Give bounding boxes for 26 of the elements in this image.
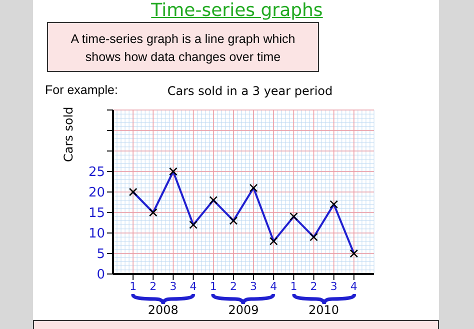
- x-tick-label: 2: [150, 280, 157, 293]
- x-tick-label: 4: [270, 280, 278, 293]
- chart-title: Cars sold in a 3 year period: [166, 84, 334, 98]
- x-tick-label: 4: [350, 280, 358, 293]
- y-tick-label: 25: [88, 165, 105, 180]
- text: Time-series graphs: [150, 0, 324, 21]
- text: 2008: [146, 303, 180, 317]
- x-tick-label: 3: [170, 280, 177, 293]
- x-tick-label: 2: [230, 280, 237, 293]
- text: 2009: [227, 303, 260, 317]
- x-tick-label: 4: [190, 280, 197, 293]
- text: A time-series graph is a line graph which shows how data changes over time: [47, 22, 319, 72]
- x-tick-label: 1: [130, 280, 137, 293]
- x-tick-label: 1: [290, 280, 298, 293]
- y-axis-title: Cars sold: [61, 106, 76, 162]
- x-tick-label: 3: [250, 280, 258, 293]
- y-tick-label: 20: [88, 186, 105, 201]
- y-tick-label: 0: [96, 268, 105, 283]
- x-tick-label: 3: [330, 280, 338, 293]
- x-tick-label: 1: [210, 280, 217, 293]
- y-tick-label: 10: [88, 226, 105, 242]
- text: 2010: [308, 303, 340, 317]
- y-tick-label: 15: [88, 206, 105, 222]
- text: For example:: [45, 83, 118, 97]
- x-tick-label: 2: [310, 280, 318, 293]
- y-tick-label: 5: [96, 247, 105, 262]
